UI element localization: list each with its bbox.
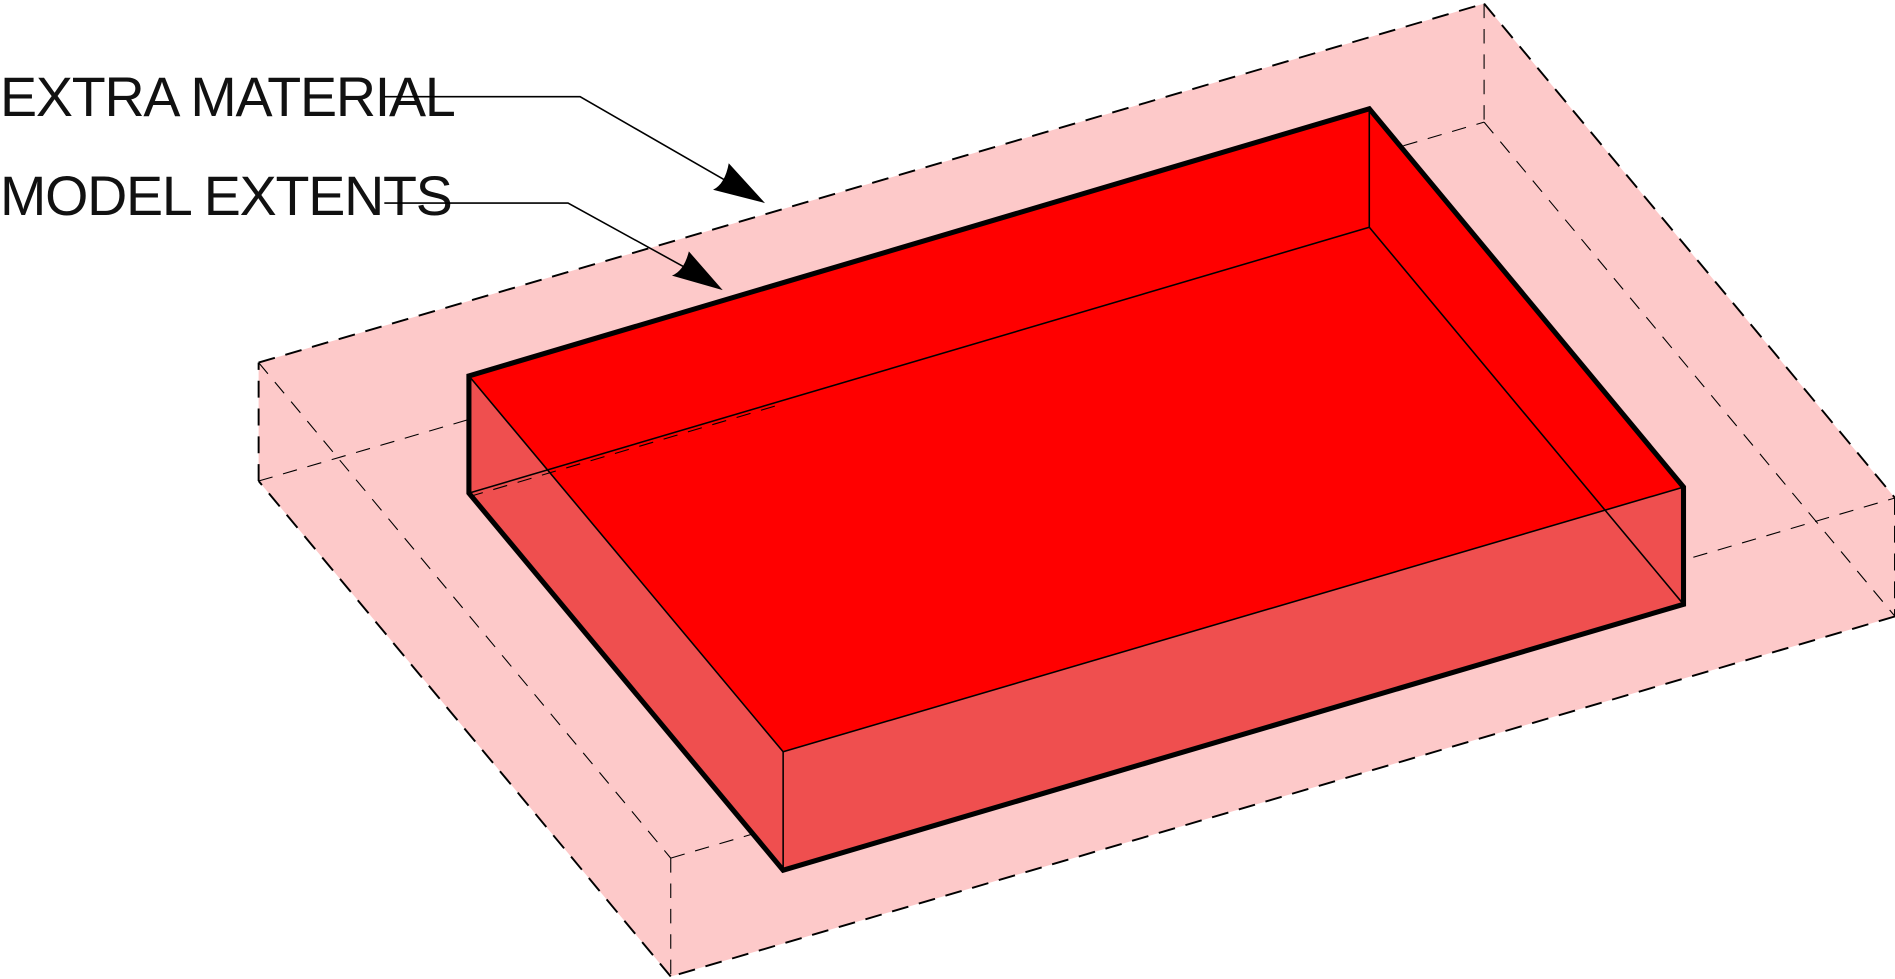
extra-material-label: EXTRA MATERIAL: [0, 66, 455, 128]
extra-material-outline: [257, 2, 1895, 978]
model-front-left-face: [468, 375, 784, 871]
model-outline: [466, 105, 1687, 874]
extra-material-callout: EXTRA MATERIAL: [0, 66, 766, 204]
model-extents-callout: MODEL EXTENTS: [0, 165, 723, 291]
model-extents-arrowhead: [671, 251, 723, 291]
model-inner-edges: [468, 108, 1685, 871]
model-front-right-face: [783, 487, 1684, 871]
model-top-face: [468, 108, 1684, 752]
model-extents-leader-line: [384, 202, 690, 271]
model-extents-block: [466, 105, 1687, 874]
extra-material-leader-line: [384, 95, 732, 185]
extra-material-edges-through-model: [468, 403, 784, 498]
model-extents-label: MODEL EXTENTS: [0, 165, 452, 227]
extra-material-arrowhead: [713, 163, 766, 204]
